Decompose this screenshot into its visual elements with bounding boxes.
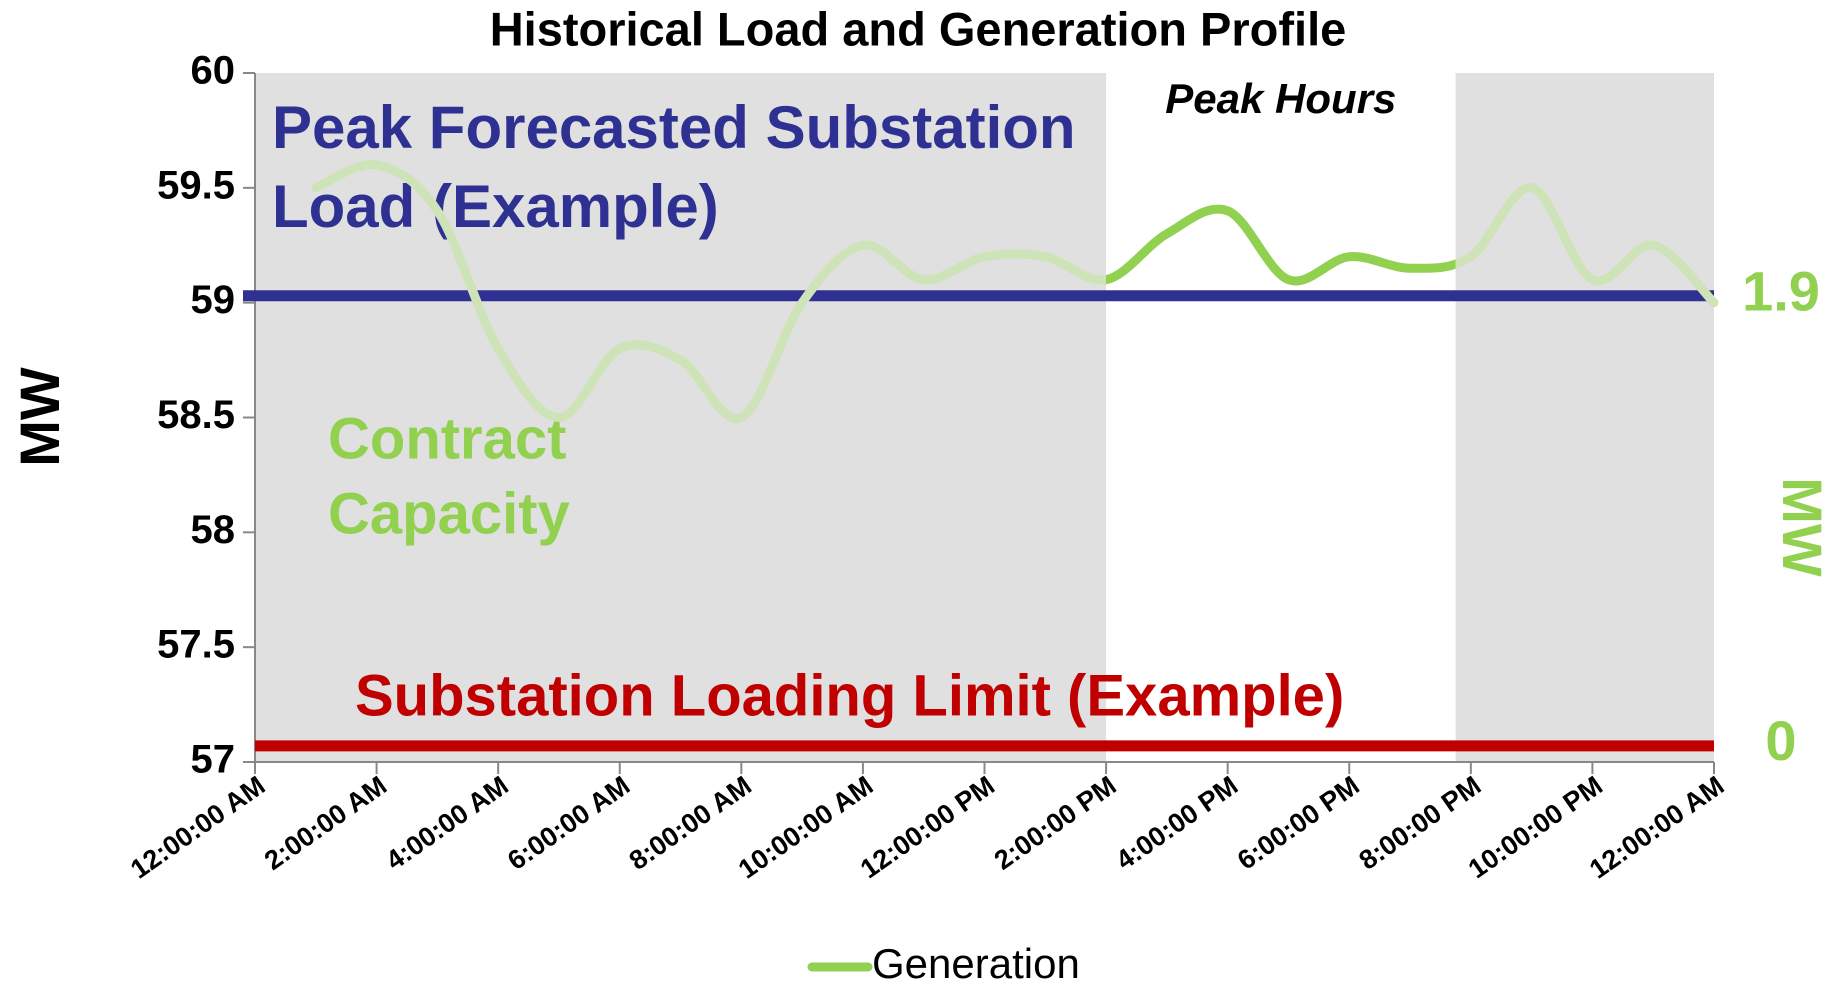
x-tick-label: 12:00:00 AM — [1584, 770, 1729, 884]
x-tick-label: 12:00:00 PM — [855, 770, 1000, 884]
x-tick-label: 2:00:00 AM — [259, 770, 392, 876]
chart: Historical Load and Generation Profile M… — [0, 0, 1837, 986]
x-tick-label: 4:00:00 PM — [1110, 770, 1243, 875]
x-tick-label: 10:00:00 PM — [1463, 770, 1608, 884]
x-tick-label: 6:00:00 AM — [502, 770, 635, 876]
y2-tick-label: 1.9 — [1742, 259, 1820, 322]
reference-label: Substation Loading Limit (Example) — [355, 663, 1344, 728]
x-tick-label: 12:00:00 AM — [125, 770, 270, 884]
peak-hours-region — [1106, 73, 1456, 762]
legend-label: Generation — [872, 940, 1080, 986]
y-tick-label: 59 — [191, 278, 236, 322]
y-tick-label: 57 — [191, 738, 236, 782]
y2-tick-label: 0 — [1765, 709, 1796, 772]
y-tick-label: 59.5 — [157, 163, 235, 207]
y2-axis-label: MW — [1771, 477, 1834, 577]
y-tick-label: 60 — [191, 49, 236, 93]
x-tick-label: 2:00:00 PM — [989, 770, 1122, 875]
reference-label: Load (Example) — [272, 173, 719, 240]
peak-hours-label: Peak Hours — [1165, 75, 1396, 122]
x-tick-label: 6:00:00 PM — [1232, 770, 1365, 875]
annotation: Contract — [328, 406, 566, 471]
annotation: Capacity — [328, 481, 570, 546]
y-tick-label: 57.5 — [157, 623, 235, 667]
x-tick-label: 4:00:00 AM — [381, 770, 514, 876]
chart-title: Historical Load and Generation Profile — [490, 2, 1347, 55]
y-tick-label: 58.5 — [157, 393, 235, 437]
y-tick-label: 58 — [191, 508, 236, 552]
y-axis-label: MW — [8, 367, 71, 467]
page: Historical Load and Generation Profile M… — [0, 0, 1837, 986]
reference-label: Peak Forecasted Substation — [272, 94, 1076, 161]
x-tick-label: 10:00:00 AM — [733, 770, 878, 884]
